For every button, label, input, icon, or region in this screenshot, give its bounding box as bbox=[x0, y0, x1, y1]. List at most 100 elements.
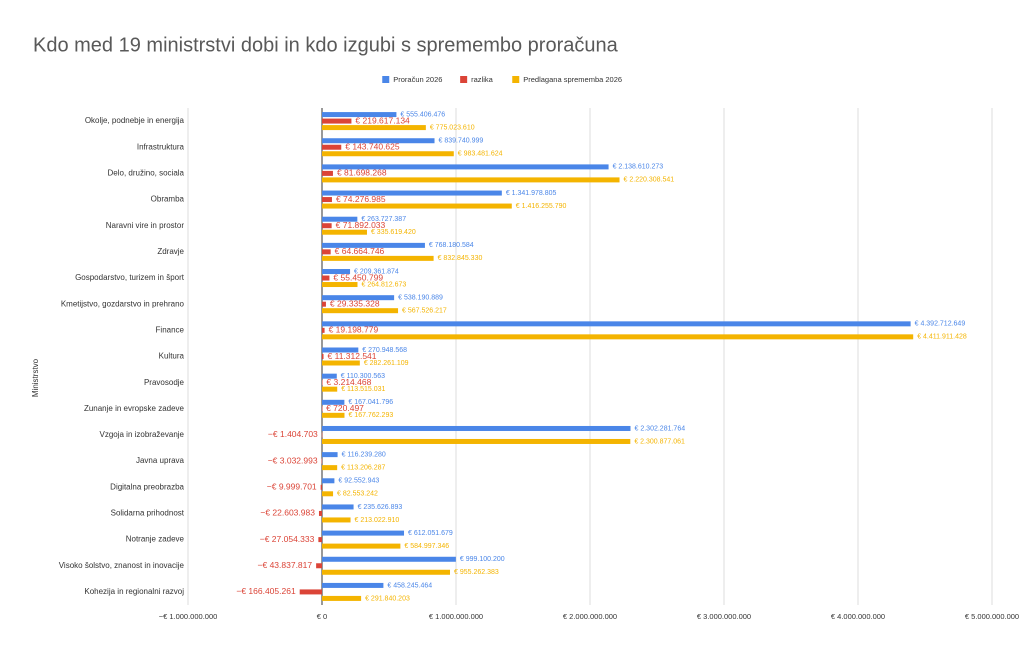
bar bbox=[322, 203, 512, 209]
y-tick-label: Obramba bbox=[151, 195, 185, 204]
value-label: € 555.406.476 bbox=[400, 111, 445, 118]
value-label: € 110.300.563 bbox=[341, 373, 385, 380]
bar bbox=[322, 569, 451, 575]
value-label: −€ 9.999.701 bbox=[267, 482, 317, 492]
bar bbox=[322, 478, 335, 484]
value-label: € 2.300.877.061 bbox=[634, 438, 685, 445]
value-label: € 567.526.217 bbox=[402, 308, 447, 315]
bar bbox=[322, 321, 911, 327]
bar bbox=[322, 595, 362, 601]
value-label: € 263.727.387 bbox=[361, 216, 406, 223]
bar bbox=[322, 170, 333, 176]
bar bbox=[322, 347, 359, 353]
bar bbox=[322, 255, 434, 261]
bar bbox=[322, 380, 323, 386]
bar bbox=[318, 510, 322, 516]
value-label: € 81.698.268 bbox=[337, 168, 387, 178]
y-tick-label: Finance bbox=[156, 325, 185, 334]
value-label: € 113.206.287 bbox=[341, 464, 385, 471]
value-label: € 2.220.308.541 bbox=[624, 177, 675, 184]
value-label: −€ 166.405.261 bbox=[236, 586, 296, 596]
y-tick-label: Vzgoja in izobraževanje bbox=[100, 430, 185, 439]
value-label: € 720.497 bbox=[326, 403, 364, 413]
value-label: € 3.214.468 bbox=[326, 377, 371, 387]
bar bbox=[322, 229, 367, 235]
legend-swatch bbox=[382, 76, 390, 83]
bar bbox=[322, 164, 609, 170]
x-tick-label: € 0 bbox=[317, 612, 327, 621]
value-label: € 71.892.033 bbox=[336, 220, 386, 230]
bar bbox=[322, 412, 345, 418]
y-tick-label: Kmetijstvo, gozdarstvo in prehrano bbox=[61, 299, 185, 308]
bar bbox=[322, 197, 332, 203]
bar bbox=[322, 517, 351, 523]
bar bbox=[322, 425, 631, 431]
bar bbox=[322, 399, 345, 405]
bar bbox=[322, 582, 384, 588]
x-tick-label: € 1.000.000.000 bbox=[429, 612, 483, 621]
value-label: € 832.845.330 bbox=[438, 255, 483, 262]
value-label: € 167.762.293 bbox=[348, 412, 393, 419]
value-label: € 1.416.255.790 bbox=[516, 203, 567, 210]
bar bbox=[322, 360, 360, 366]
bar bbox=[316, 563, 322, 569]
bar bbox=[322, 138, 435, 144]
bar bbox=[322, 543, 401, 549]
bar bbox=[322, 354, 324, 359]
y-tick-label: Infrastruktura bbox=[137, 142, 185, 151]
y-tick-label: Delo, družino, sociala bbox=[108, 169, 185, 178]
bar bbox=[320, 484, 322, 490]
value-label: € 29.335.328 bbox=[330, 298, 380, 308]
value-label: € 82.553.242 bbox=[337, 491, 378, 498]
value-label: −€ 1.404.703 bbox=[268, 429, 318, 439]
y-tick-label: Digitalna preobrazba bbox=[110, 482, 184, 491]
value-label: € 4.392.712.649 bbox=[915, 321, 966, 328]
value-label: € 4.411.911.428 bbox=[917, 334, 967, 341]
y-tick-label: Kohezija in regionalni razvoj bbox=[84, 587, 184, 596]
value-label: −€ 3.032.993 bbox=[268, 455, 318, 465]
bar bbox=[322, 491, 334, 497]
value-label: € 584.997.346 bbox=[404, 543, 449, 550]
value-label: € 768.180.584 bbox=[429, 242, 474, 249]
bar bbox=[321, 432, 323, 438]
bar bbox=[321, 458, 323, 464]
value-label: € 143.740.625 bbox=[345, 141, 400, 151]
value-label: € 538.190.889 bbox=[398, 295, 443, 302]
bar bbox=[322, 282, 358, 288]
y-tick-label: Zdravje bbox=[157, 247, 184, 256]
value-label: € 209.361.874 bbox=[354, 268, 399, 275]
value-label: € 167.041.796 bbox=[348, 399, 393, 406]
value-label: −€ 22.603.983 bbox=[260, 508, 315, 518]
chart-title: Kdo med 19 ministrstvi dobi in kdo izgub… bbox=[33, 34, 619, 56]
bar bbox=[322, 438, 631, 444]
bar bbox=[322, 327, 325, 333]
y-tick-label: Javna uprava bbox=[136, 456, 185, 465]
value-label: € 2.138.610.273 bbox=[613, 164, 664, 171]
y-tick-label: Naravni vire in prostor bbox=[106, 221, 185, 230]
bar bbox=[322, 530, 405, 536]
value-label: € 983.481.624 bbox=[458, 151, 503, 158]
y-tick-label: Solidarna prihodnost bbox=[111, 509, 185, 518]
bar bbox=[322, 406, 323, 412]
bar bbox=[322, 112, 397, 118]
y-tick-label: Visoko šolstvo, znanost in inovacije bbox=[59, 561, 185, 570]
bar bbox=[322, 223, 332, 229]
x-tick-label: € 4.000.000.000 bbox=[831, 612, 885, 621]
value-label: € 955.262.383 bbox=[454, 569, 499, 576]
bar bbox=[299, 589, 322, 595]
bar bbox=[322, 242, 425, 248]
bar bbox=[322, 190, 502, 196]
bar bbox=[322, 144, 342, 150]
value-label: € 291.840.203 bbox=[365, 595, 410, 602]
bar bbox=[318, 537, 322, 543]
value-label: € 839.740.999 bbox=[439, 138, 484, 145]
bar bbox=[322, 465, 338, 471]
y-tick-label: Notranje zadeve bbox=[126, 535, 185, 544]
value-label: € 264.812.673 bbox=[361, 281, 406, 288]
y-tick-label: Okolje, podnebje in energija bbox=[85, 116, 185, 125]
y-tick-label: Kultura bbox=[159, 352, 185, 361]
bar bbox=[322, 118, 352, 124]
bar bbox=[322, 177, 620, 183]
value-label: € 2.302.281.764 bbox=[635, 425, 686, 432]
value-label: € 1.341.978.805 bbox=[506, 190, 557, 197]
